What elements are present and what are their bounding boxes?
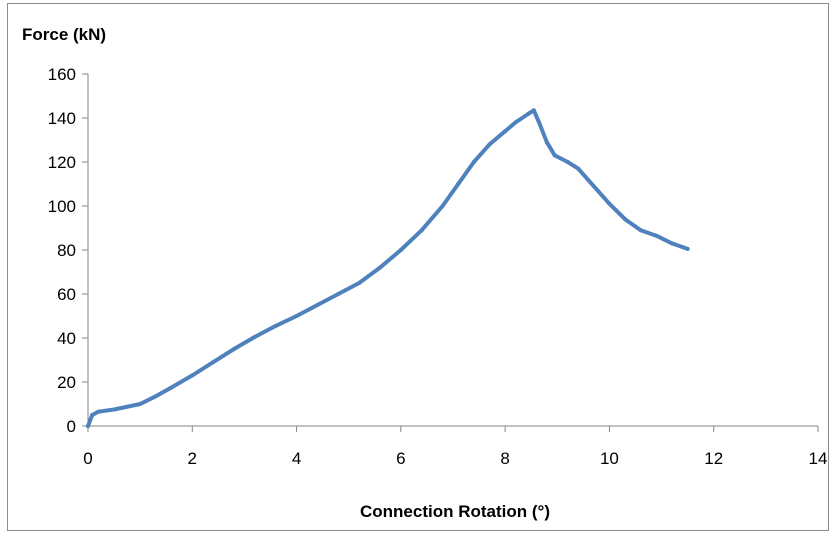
data-point	[440, 204, 445, 208]
data-point	[273, 323, 278, 328]
x-tick-label: 12	[704, 449, 723, 468]
chart-frame	[7, 3, 829, 531]
y-axis-title: Force (kN)	[22, 25, 106, 44]
data-point	[544, 140, 549, 145]
data-point	[685, 246, 690, 251]
data-point	[86, 424, 90, 428]
x-axis-title: Connection Rotation (°)	[360, 502, 550, 521]
y-tick-label: 100	[48, 197, 76, 216]
y-tick-label: 40	[57, 329, 76, 348]
data-point	[623, 217, 628, 222]
data-point	[419, 228, 424, 233]
data-point	[471, 160, 476, 164]
data-point	[190, 373, 195, 378]
data-point	[503, 129, 508, 134]
data-point	[112, 407, 117, 412]
x-tick-label: 4	[292, 449, 301, 468]
x-axis-ticks: 0 2 4 6 8 10 12 14	[83, 426, 827, 468]
y-tick-label: 60	[57, 285, 76, 304]
x-tick-label: 6	[396, 449, 405, 468]
x-tick-label: 8	[500, 449, 509, 468]
force-rotation-series-line	[86, 108, 690, 428]
data-point	[252, 334, 257, 339]
y-tick-label: 160	[48, 65, 76, 84]
data-point	[487, 142, 492, 147]
data-point	[96, 409, 101, 414]
data-point	[138, 402, 143, 406]
data-point	[169, 385, 174, 390]
data-point	[638, 228, 643, 233]
data-point	[378, 265, 382, 270]
data-point	[654, 233, 659, 238]
data-point	[232, 347, 236, 351]
data-point	[456, 182, 461, 186]
data-point	[526, 111, 531, 116]
x-tick-label: 14	[809, 449, 828, 468]
y-tick-label: 80	[57, 241, 76, 260]
data-point	[211, 360, 216, 365]
y-tick-label: 0	[67, 417, 76, 436]
y-tick-label: 120	[48, 153, 76, 172]
data-point	[90, 413, 95, 417]
x-tick-label: 0	[83, 449, 92, 468]
x-tick-label: 2	[188, 449, 197, 468]
data-point	[153, 394, 158, 399]
data-point	[565, 160, 570, 164]
data-point	[315, 303, 320, 307]
data-point	[591, 184, 596, 189]
y-tick-label: 20	[57, 373, 76, 392]
y-tick-label: 140	[48, 109, 76, 128]
data-point	[531, 108, 536, 113]
data-point	[357, 281, 362, 285]
data-point	[537, 120, 542, 125]
x-tick-label: 10	[600, 449, 619, 468]
data-point	[576, 166, 581, 171]
data-point	[513, 120, 518, 125]
data-point	[294, 314, 299, 318]
series-group	[86, 108, 690, 428]
y-axis-ticks: 0 20 40 60 80 100 120 140 160	[48, 65, 88, 436]
data-point	[336, 292, 341, 296]
data-point	[552, 153, 557, 158]
data-point	[670, 241, 674, 246]
data-point	[398, 248, 403, 252]
data-point	[607, 201, 612, 206]
